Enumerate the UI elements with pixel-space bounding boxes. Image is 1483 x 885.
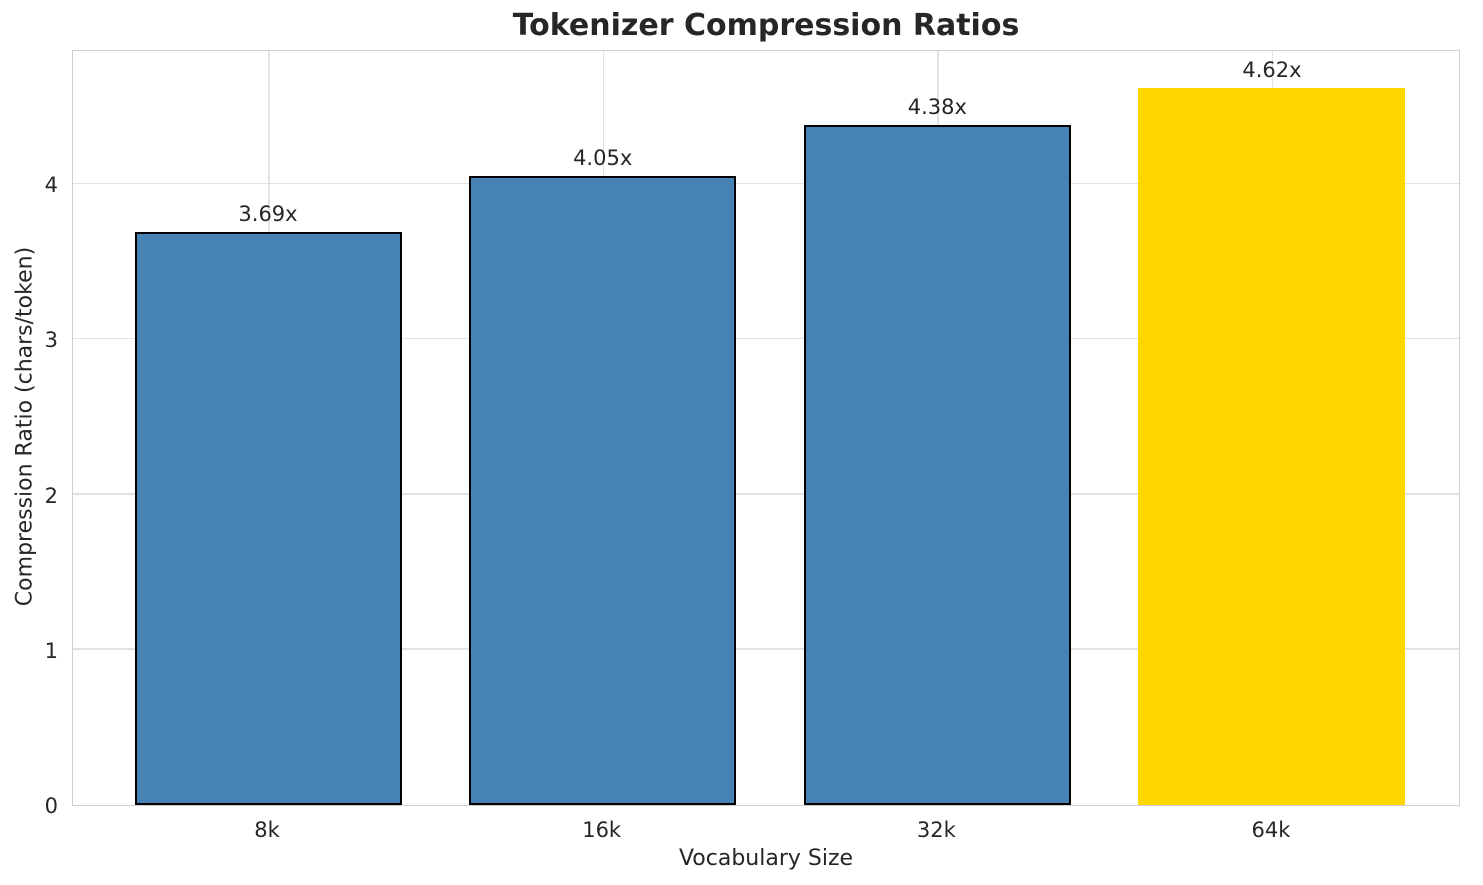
- x-tick-label-32k: 32k: [916, 818, 956, 842]
- plot-area: 3.69x 4.05x 4.38x 4.62x: [72, 50, 1460, 806]
- y-tick-label-0: 0: [44, 794, 58, 818]
- x-tick-label-8k: 8k: [254, 818, 280, 842]
- h-gridline-1: [73, 648, 1459, 650]
- y-tick-label-2: 2: [44, 483, 58, 508]
- y-tick-label-4: 4: [44, 173, 58, 198]
- bar-value-label-8k: 3.69x: [238, 202, 298, 227]
- y-tick-label-3: 3: [44, 328, 58, 353]
- bar-value-label-64k: 4.62x: [1242, 57, 1302, 82]
- bar-value-label-16k: 4.05x: [573, 146, 633, 171]
- h-gridline-3: [73, 337, 1459, 340]
- x-tick-label-64k: 64k: [1251, 818, 1291, 842]
- bar-64k: [1138, 87, 1406, 805]
- y-tick-label-1: 1: [44, 638, 58, 663]
- bar-value-label-32k: 4.38x: [907, 95, 967, 120]
- h-gridline-4: [73, 182, 1459, 185]
- y-axis-label: Compression Ratio (chars/token): [12, 246, 38, 607]
- bar-8k: [134, 232, 402, 805]
- h-gridline-2: [73, 493, 1459, 495]
- x-tick-label-16k: 16k: [582, 818, 622, 842]
- x-axis-label: Vocabulary Size: [678, 846, 854, 871]
- chart-title: Tokenizer Compression Ratios: [512, 8, 1020, 43]
- bar-16k: [469, 176, 737, 805]
- bar-32k: [803, 125, 1071, 805]
